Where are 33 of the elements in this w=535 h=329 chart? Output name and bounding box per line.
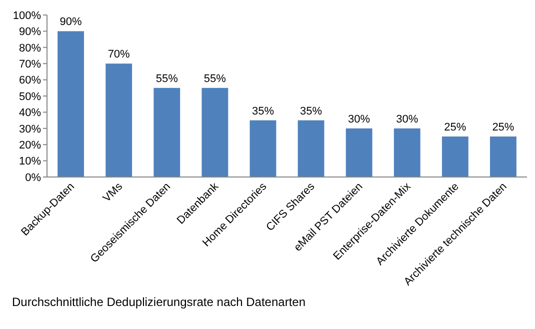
data-label: 35% [252, 105, 274, 118]
data-label: 90% [60, 16, 82, 28]
bar [202, 88, 228, 177]
bar [58, 31, 84, 177]
bar [298, 120, 324, 177]
data-label: 30% [396, 113, 418, 126]
y-tick-label: 70% [18, 58, 42, 70]
x-tick-label: VMs [100, 180, 126, 205]
y-tick-label: 10% [18, 156, 42, 168]
text: Durchschnittliche Deduplizierungsrate nach Datenarten [12, 295, 306, 309]
y-tick-label: 80% [18, 42, 42, 54]
bar [106, 64, 132, 177]
bar [442, 136, 468, 177]
y-tick-label: 50% [18, 90, 42, 103]
y-tick-label: 100% [12, 10, 42, 22]
y-tick-label: 60% [18, 74, 42, 87]
data-label: 70% [108, 48, 130, 61]
data-label: 25% [492, 122, 514, 134]
y-tick-label: 0% [25, 172, 42, 184]
y-tick-label: 30% [18, 123, 42, 136]
bar [154, 88, 180, 177]
data-label: 35% [300, 105, 322, 118]
data-label: 55% [156, 72, 178, 85]
data-label: 30% [348, 113, 370, 126]
bar [490, 136, 516, 177]
bar [346, 128, 372, 177]
data-label: 55% [204, 72, 226, 85]
data-label: 25% [444, 122, 466, 134]
y-tick-label: 40% [18, 107, 42, 120]
bar [250, 120, 276, 177]
y-tick-label: 90% [18, 26, 42, 38]
bar [394, 128, 420, 177]
y-tick-label: 20% [18, 139, 42, 152]
